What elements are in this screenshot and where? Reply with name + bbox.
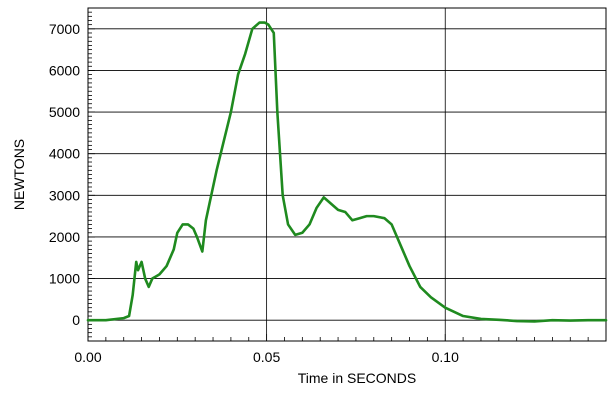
y-tick-label-7: 7000	[49, 21, 80, 37]
plot-frame	[87, 7, 607, 342]
grid-lines	[88, 8, 606, 341]
x-tick-label-0: 0.00	[74, 349, 101, 365]
y-tick-label-3: 3000	[49, 187, 80, 203]
y-tick-label-2: 2000	[49, 229, 80, 245]
series-line-force	[86, 21, 608, 323]
y-axis-title: NEWTONS	[11, 139, 27, 210]
y-tick-label-6: 6000	[49, 62, 80, 78]
x-tick-label-1: 0.05	[253, 349, 280, 365]
y-tick-label-4: 4000	[49, 146, 80, 162]
y-tick-labels: 0 1000 2000 3000 4000 5000 6000 7000	[49, 21, 80, 328]
minor-ticks	[87, 7, 607, 342]
y-tick-label-1: 1000	[49, 271, 80, 287]
y-tick-label-5: 5000	[49, 104, 80, 120]
x-tick-label-2: 0.10	[432, 349, 459, 365]
x-tick-labels: 0.00 0.05 0.10	[74, 349, 459, 365]
plot-area	[87, 7, 607, 342]
x-axis-title: Time in SECONDS	[298, 370, 417, 386]
y-tick-label-0: 0	[72, 312, 80, 328]
